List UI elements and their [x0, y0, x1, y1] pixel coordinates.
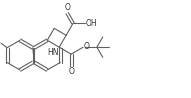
- Text: O: O: [64, 3, 70, 12]
- Text: O: O: [68, 67, 74, 76]
- Text: O: O: [84, 42, 90, 51]
- Text: HN: HN: [47, 48, 59, 57]
- Text: OH: OH: [85, 19, 97, 28]
